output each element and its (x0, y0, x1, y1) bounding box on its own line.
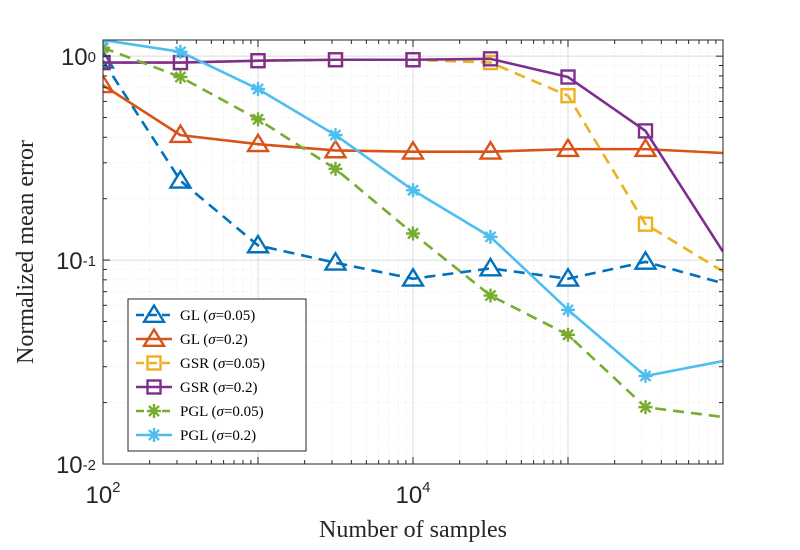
legend-label: PGL (σ=0.05) (180, 404, 264, 420)
data-point (406, 226, 420, 241)
data-point (103, 54, 111, 71)
data-point (168, 123, 193, 144)
series-6 (103, 40, 723, 384)
asterisk-stroke (174, 71, 187, 83)
legend: GL (σ=0.05) GL (σ=0.2) GSR (σ=0.05) GSR (σ=… (127, 298, 307, 452)
data-point (555, 137, 581, 158)
legend-swatch-marker (141, 327, 167, 348)
legend-label: GL (σ=0.2) (180, 332, 248, 348)
legend-entry: GSR (σ=0.05) (136, 355, 265, 372)
asterisk-stroke (252, 83, 264, 95)
data-point (638, 369, 653, 384)
y-tick-label: 100 (61, 44, 96, 71)
legend-entry: GL (σ=0.05) (136, 303, 255, 324)
asterisk-stroke (562, 328, 574, 341)
legend-label: GL (σ=0.05) (180, 308, 255, 324)
axis-layer: 102 104 100 10-1 10-2 (56, 40, 723, 509)
legend-label: GSR (σ=0.2) (180, 380, 258, 396)
asterisk-stroke (148, 429, 160, 441)
series-line (103, 59, 723, 285)
legend-swatch-marker (147, 404, 161, 418)
data-point (173, 70, 188, 85)
data-point (560, 87, 576, 104)
data-point (637, 216, 654, 232)
data-point (561, 302, 575, 317)
legend-swatch-marker (141, 303, 167, 324)
data-point (327, 52, 344, 68)
data-point (637, 123, 654, 139)
asterisk-stroke (103, 40, 109, 46)
asterisk-stroke (174, 45, 187, 58)
y-axis-label: Normalized mean error (13, 140, 39, 364)
asterisk-stroke (407, 227, 419, 240)
data-point (103, 73, 116, 94)
legend-swatch-marker (146, 379, 162, 395)
data-point (638, 400, 653, 415)
data-point (633, 137, 658, 158)
x-tick-label: 104 (395, 479, 430, 509)
asterisk-stroke (252, 113, 264, 126)
series-1 (103, 48, 723, 287)
data-point (560, 69, 576, 85)
x-tick-label: 102 (85, 479, 120, 509)
asterisk-stroke (639, 401, 652, 414)
data-point (482, 51, 499, 67)
data-point (245, 132, 271, 153)
data-point (400, 266, 426, 287)
legend-entry: PGL (σ=0.2) (136, 428, 256, 444)
data-point (400, 139, 426, 160)
legend-entry: PGL (σ=0.05) (136, 404, 264, 420)
data-point (555, 266, 581, 287)
legend-label: GSR (σ=0.05) (180, 356, 265, 372)
data-point (405, 52, 421, 68)
data-point (478, 139, 503, 160)
asterisk-stroke (148, 405, 160, 417)
data-point (478, 256, 503, 277)
data-point (173, 44, 188, 59)
series-5 (103, 40, 723, 419)
data-point (103, 48, 116, 69)
asterisk-stroke (484, 289, 497, 302)
legend-swatch-marker (146, 355, 162, 371)
x-axis-label: Number of samples (319, 517, 507, 543)
data-point (328, 161, 343, 176)
data-point (406, 183, 420, 198)
data-point (251, 82, 265, 97)
data-point (323, 138, 348, 159)
data-point (633, 250, 658, 270)
y-tick-label: 10-1 (56, 248, 96, 275)
data-point (483, 288, 498, 303)
series-line (103, 57, 723, 253)
legend-box (127, 298, 307, 452)
asterisk-stroke (329, 129, 342, 141)
asterisk-stroke (639, 370, 652, 382)
data-point (251, 112, 265, 127)
asterisk-stroke (484, 230, 497, 243)
asterisk-stroke (407, 184, 419, 197)
legend-entry: GSR (σ=0.2) (136, 379, 258, 396)
data-point (103, 40, 110, 47)
series-line (103, 84, 723, 155)
legend-label: PGL (σ=0.2) (180, 428, 256, 444)
asterisk-stroke (103, 46, 109, 54)
series-4 (103, 51, 723, 253)
data-point (328, 128, 343, 143)
data-point (561, 327, 575, 342)
data-point (245, 233, 271, 254)
legend-entry: GL (σ=0.2) (136, 327, 248, 348)
data-point (250, 52, 266, 69)
y-tick-label: 10-2 (56, 452, 96, 479)
data-point (323, 250, 348, 271)
series-layer (103, 40, 723, 419)
data-point (483, 229, 498, 244)
asterisk-stroke (329, 162, 342, 175)
data-point (168, 168, 193, 189)
asterisk-stroke (562, 303, 574, 316)
series-2 (103, 73, 723, 160)
legend-swatch-marker (147, 428, 161, 442)
